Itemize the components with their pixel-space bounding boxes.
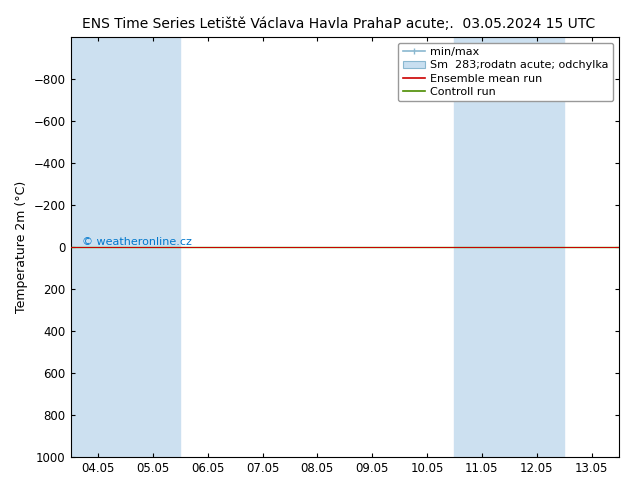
Bar: [70, 37, 180, 457]
Text: ENS Time Series Letiště Václava Havla Praha: ENS Time Series Letiště Václava Havla Pr…: [82, 17, 393, 31]
Text: P acute;.  03.05.2024 15 UTC: P acute;. 03.05.2024 15 UTC: [393, 17, 595, 31]
Legend: min/max, Sm  283;rodatn acute; odchylka, Ensemble mean run, Controll run: min/max, Sm 283;rodatn acute; odchylka, …: [398, 43, 614, 101]
Text: © weatheronline.cz: © weatheronline.cz: [82, 237, 191, 247]
Y-axis label: Temperature 2m (°C): Temperature 2m (°C): [15, 181, 28, 313]
Bar: [455, 37, 564, 457]
